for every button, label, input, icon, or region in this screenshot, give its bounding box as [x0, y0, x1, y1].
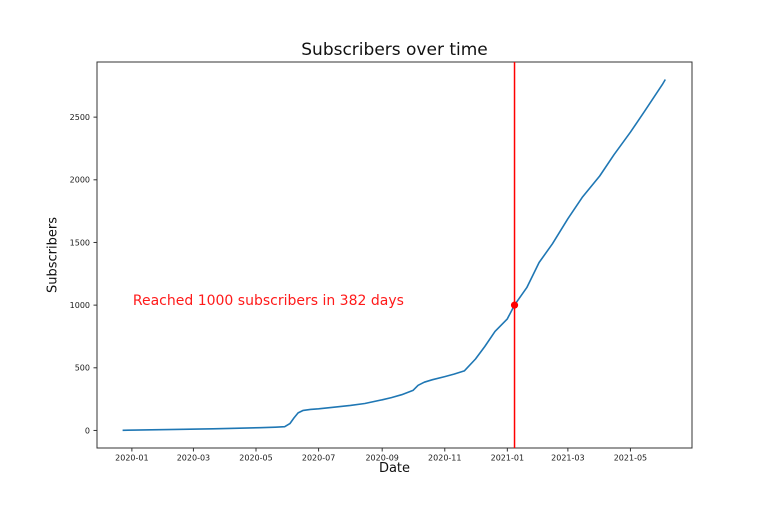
x-axis-label: Date: [378, 461, 411, 476]
annotation-text: Reached 1000 subscribers in 382 days: [132, 292, 404, 309]
x-tick-label: 2021-03: [551, 454, 584, 463]
y-tick-label: 2000: [70, 176, 90, 185]
x-axis-ticks: 2020-01 2020-03 2020-05 2020-07 2020-09 2020-…: [115, 448, 647, 463]
x-tick-label: 2021-01: [491, 454, 524, 463]
y-tick-label: 500: [75, 364, 90, 373]
x-tick-label: 2020-03: [177, 454, 210, 463]
milestone-dot: [510, 301, 519, 309]
y-tick-label: 2500: [70, 113, 90, 122]
x-tick-label: 2021-05: [614, 454, 647, 463]
y-axis-ticks: 0 500 1000 1500 2000 2500: [70, 113, 97, 435]
x-tick-label: 2020-09: [365, 454, 398, 463]
y-tick-label: 0: [85, 426, 90, 435]
y-tick-label: 1500: [70, 238, 90, 247]
chart-title: Subscribers over time: [301, 40, 488, 60]
x-tick-label: 2020-07: [302, 454, 335, 463]
y-tick-label: 1000: [70, 301, 90, 310]
subscribers-line: [122, 79, 666, 432]
x-tick-label: 2020-11: [428, 454, 461, 463]
plot-border: [96, 61, 693, 449]
x-tick-label: 2020-05: [239, 454, 272, 463]
x-tick-label: 2020-01: [115, 454, 148, 463]
